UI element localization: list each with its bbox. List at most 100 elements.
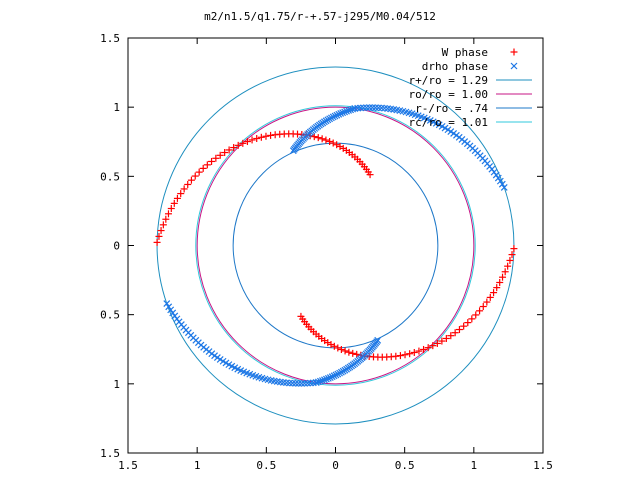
drho-phase-point	[165, 303, 173, 311]
y-tick-label: 0	[113, 240, 120, 253]
drho-phase-point	[333, 111, 341, 119]
w-phase-point	[162, 215, 170, 223]
y-tick-label: 1.5	[100, 32, 120, 45]
w-phase-point	[420, 345, 428, 353]
w-phase-point	[310, 133, 318, 141]
drho-phase-point	[360, 104, 367, 112]
legend-label: rc/ro = 1.01	[409, 116, 488, 129]
w-phase-point	[170, 199, 178, 207]
w-phase-point	[510, 245, 518, 253]
drho-phase-point	[332, 371, 340, 379]
w-phase-series	[153, 130, 518, 361]
reference-circle	[195, 105, 476, 386]
drho-phase-point	[318, 377, 326, 384]
drho-phase-point	[328, 373, 336, 381]
w-phase-point	[490, 289, 498, 297]
drho-phase-point	[366, 104, 373, 111]
w-phase-point	[333, 141, 341, 149]
w-phase-point	[396, 352, 404, 360]
w-phase-point	[504, 262, 512, 270]
w-phase-point	[455, 326, 463, 334]
drho-phase-point	[316, 377, 324, 385]
y-tick-label: 0.5	[100, 170, 120, 183]
drho-phase-point	[322, 375, 330, 383]
legend-label: r+/ro = 1.29	[409, 74, 488, 87]
w-phase-point	[510, 48, 518, 56]
w-phase-point	[329, 139, 337, 147]
w-phase-point	[180, 185, 188, 193]
w-phase-point	[442, 334, 450, 342]
drho-phase-point	[345, 107, 353, 114]
w-phase-point	[337, 346, 345, 354]
w-phase-point	[267, 131, 275, 139]
drho-phase-point	[301, 379, 308, 387]
w-phase-point	[173, 194, 181, 202]
y-tick-label: 1.5	[100, 447, 120, 460]
w-phase-point	[253, 135, 261, 143]
w-phase-point	[496, 278, 504, 286]
w-phase-point	[208, 157, 216, 165]
w-phase-point	[314, 134, 322, 142]
data-series	[153, 104, 518, 387]
legend-label: drho phase	[422, 60, 488, 73]
drho-phase-point	[331, 112, 339, 120]
w-phase-point	[153, 238, 161, 246]
w-phase-point	[184, 180, 192, 188]
w-phase-point	[349, 349, 357, 357]
w-phase-point	[345, 348, 353, 356]
drho-phase-point	[494, 174, 502, 182]
w-phase-point	[243, 138, 251, 146]
x-tick-label: 1.5	[533, 459, 553, 472]
w-phase-point	[401, 351, 409, 359]
x-tick-label: 1	[471, 459, 478, 472]
w-phase-point	[341, 347, 349, 355]
w-phase-point	[221, 149, 229, 157]
w-phase-point	[155, 232, 163, 240]
drho-phase-point	[500, 183, 508, 191]
drho-phase-point	[492, 171, 500, 179]
legend-label: r-/ro = .74	[415, 102, 488, 115]
w-phase-point	[191, 172, 199, 180]
y-tick-labels: 1.5 1 0.5 0 0.5 1 1.5	[100, 32, 120, 460]
w-phase-point	[438, 337, 446, 345]
w-phase-point	[506, 256, 514, 264]
drho-phase-point	[369, 104, 376, 111]
w-phase-point	[483, 298, 491, 306]
drho-phase-point	[324, 374, 332, 382]
w-phase-point	[486, 293, 494, 301]
w-phase-point	[468, 315, 476, 323]
drho-phase-point	[167, 306, 175, 314]
w-phase-point	[508, 251, 516, 259]
w-phase-point	[318, 135, 326, 143]
w-phase-point	[334, 344, 342, 352]
drho-phase-point	[343, 107, 351, 115]
drho-phase-point	[336, 369, 344, 377]
w-phase-point	[164, 210, 172, 218]
w-phase-point	[447, 332, 455, 340]
drho-phase-point	[363, 104, 370, 112]
w-phase-point	[216, 151, 224, 159]
drho-phase-point	[334, 370, 342, 378]
drho-phase-point	[306, 379, 314, 387]
drho-phase-point	[298, 380, 305, 387]
w-phase-point	[406, 350, 414, 358]
chart-title: m2/n1.5/q1.75/r-+.57-j295/M0.04/512	[204, 10, 436, 23]
w-phase-point	[239, 139, 247, 147]
w-phase-point	[330, 342, 338, 350]
w-phase-point	[257, 133, 265, 141]
drho-phase-point	[169, 309, 177, 317]
drho-phase-point	[171, 312, 179, 320]
x-tick-label: 0.5	[395, 459, 415, 472]
legend-label: ro/ro = 1.00	[409, 88, 488, 101]
w-phase-point	[262, 132, 270, 140]
legend-label: W phase	[442, 46, 488, 59]
reference-circle	[232, 142, 439, 349]
w-phase-point	[212, 154, 220, 162]
w-phase-point	[366, 171, 374, 179]
y-tick-label: 0.5	[100, 309, 120, 322]
w-phase-point	[248, 136, 256, 144]
x-tick-labels: 1.5 1 0.5 0 0.5 1 1.5	[118, 459, 553, 472]
w-phase-point	[501, 268, 509, 276]
reference-circle	[196, 106, 475, 385]
